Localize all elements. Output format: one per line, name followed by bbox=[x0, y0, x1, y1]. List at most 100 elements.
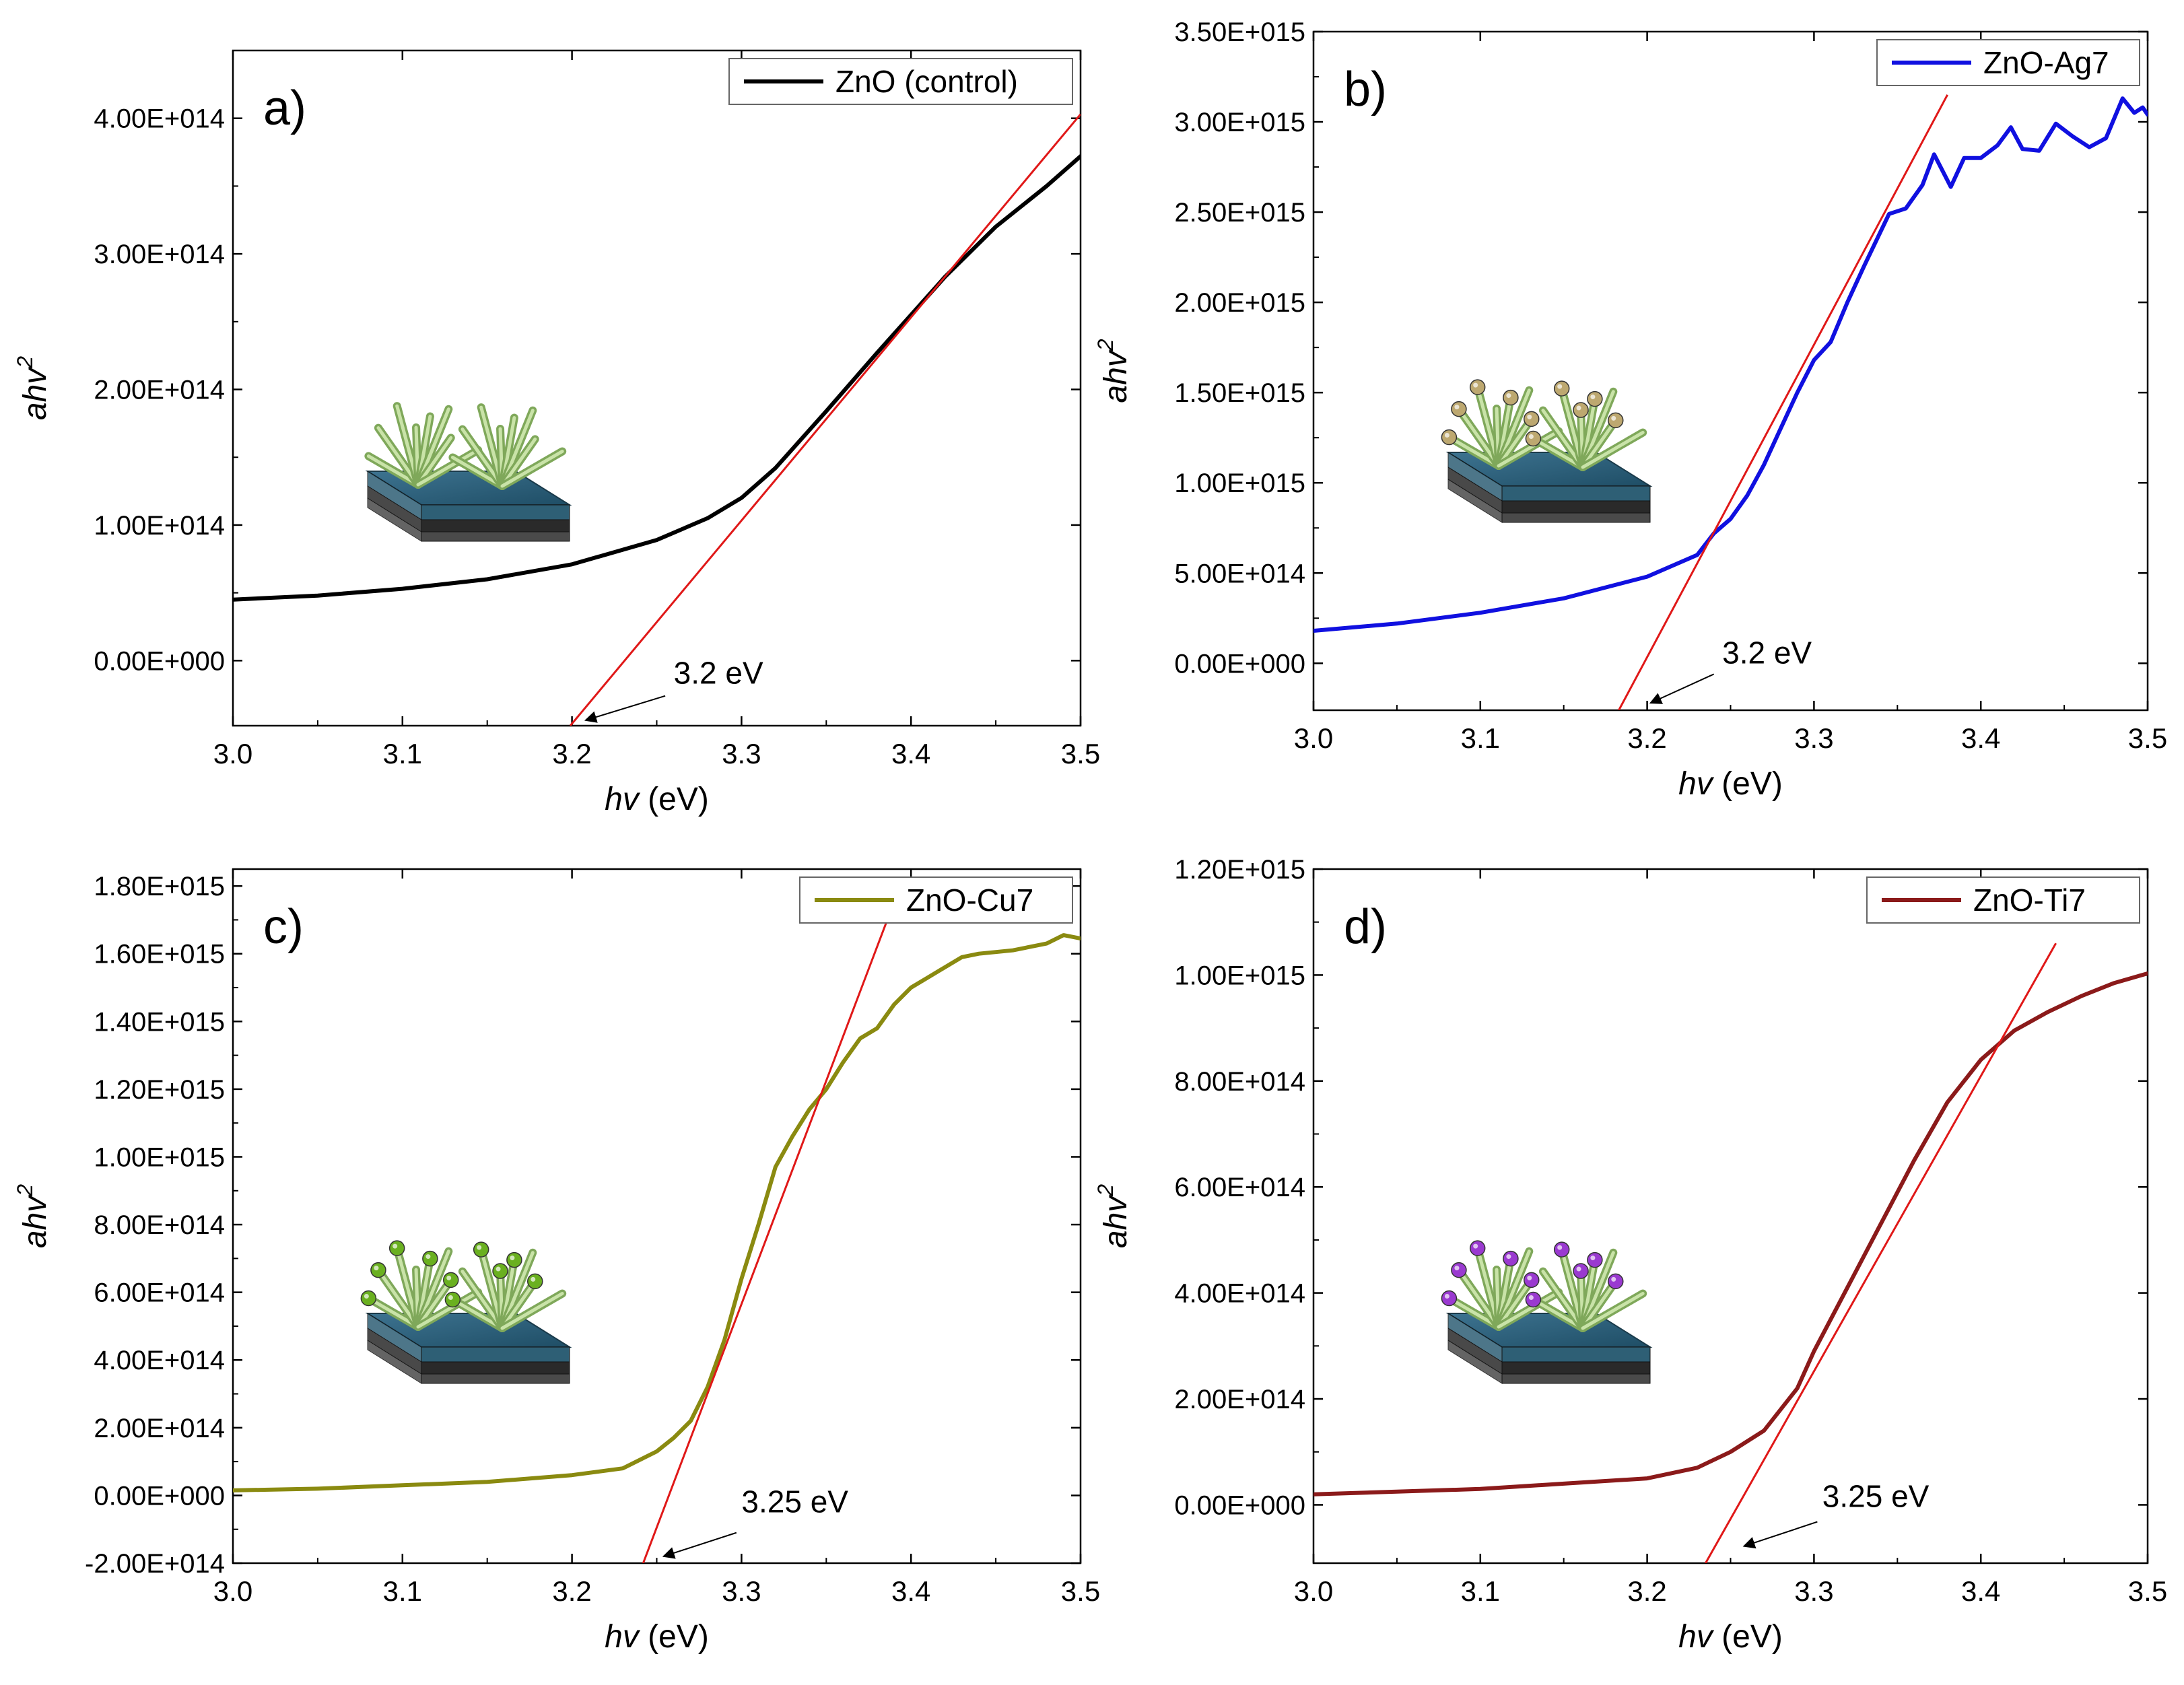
x-tick-label: 3.5 bbox=[1061, 1575, 1100, 1607]
linear-fit-line bbox=[1618, 94, 1948, 710]
nanoparticle bbox=[1451, 401, 1467, 417]
data-series-line bbox=[1313, 96, 2148, 633]
nanoparticle bbox=[1441, 429, 1458, 446]
substrate-layer-front bbox=[1501, 485, 1651, 502]
linear-fit-line bbox=[569, 113, 1081, 726]
nanostructure-inset-icon bbox=[364, 402, 572, 542]
nanoparticle bbox=[1587, 1251, 1603, 1268]
nanorod-highlight bbox=[1497, 1291, 1561, 1329]
substrate-layer-front bbox=[1501, 512, 1651, 523]
y-tick-label: 2.00E+015 bbox=[1174, 288, 1305, 318]
y-tick-label: 1.20E+015 bbox=[94, 1075, 225, 1105]
nanoparticle bbox=[1608, 412, 1624, 429]
y-tick-label: 2.50E+015 bbox=[1174, 198, 1305, 228]
x-tick-label: 3.2 bbox=[1627, 1575, 1666, 1607]
substrate-layer-front bbox=[1501, 1361, 1651, 1375]
x-tick-label: 3.4 bbox=[1961, 722, 2000, 754]
y-tick-label: 0.00E+000 bbox=[1174, 649, 1305, 679]
nanoparticle-shine bbox=[531, 1276, 536, 1282]
x-axis-label: hv (eV) bbox=[1678, 1619, 1783, 1655]
nanoparticle bbox=[1608, 1273, 1624, 1290]
y-tick-label: 0.00E+000 bbox=[94, 646, 225, 676]
plot-area bbox=[233, 113, 1081, 726]
y-tick-label: 6.00E+014 bbox=[94, 1278, 225, 1308]
linear-fit-line bbox=[642, 919, 889, 1563]
y-tick-label: 3.00E+014 bbox=[94, 240, 225, 269]
x-tick-label: 3.0 bbox=[1294, 1575, 1333, 1607]
nanostructure-inset-icon bbox=[1441, 379, 1653, 523]
x-tick-label: 3.3 bbox=[722, 738, 761, 769]
nanoparticle bbox=[1553, 380, 1570, 397]
nanoparticle bbox=[422, 1250, 438, 1267]
nanoparticle bbox=[1573, 1263, 1589, 1279]
nanorod-highlight bbox=[500, 450, 564, 488]
x-tick-label: 3.2 bbox=[1627, 722, 1666, 754]
y-axis-label: ahv2 bbox=[1093, 1184, 1134, 1248]
x-axis-label-unit: (eV) bbox=[1713, 766, 1783, 802]
bandgap-arrow bbox=[1649, 673, 1715, 704]
nanoparticle-shine bbox=[1590, 394, 1596, 400]
nanoparticle bbox=[1524, 411, 1540, 427]
nanoparticle bbox=[1525, 1291, 1542, 1308]
nanoparticle bbox=[1524, 1272, 1540, 1288]
nanoparticle-shine bbox=[1454, 405, 1460, 410]
y-axis-label: ahv2 bbox=[13, 1184, 53, 1248]
nanoparticle-shine bbox=[1506, 393, 1511, 399]
bandgap-annotation: 3.25 eV bbox=[1822, 1479, 1930, 1514]
nanoparticle bbox=[360, 1290, 377, 1307]
nanoparticle-shine bbox=[1528, 1295, 1534, 1300]
y-tick-label: 2.00E+014 bbox=[1174, 1385, 1305, 1414]
nanoparticle bbox=[1441, 1290, 1458, 1307]
y-axis-label-base: ahv bbox=[1098, 349, 1134, 403]
plot-area bbox=[1313, 942, 2148, 1563]
nanoparticle bbox=[1469, 1240, 1486, 1256]
nanoparticle-shine bbox=[1557, 1245, 1563, 1250]
y-tick-label: 1.60E+015 bbox=[94, 940, 225, 969]
x-tick-label: 3.2 bbox=[552, 738, 591, 769]
legend-label: ZnO-Ti7 bbox=[1973, 883, 2086, 918]
x-tick-label: 3.0 bbox=[213, 738, 252, 769]
x-tick-label: 3.1 bbox=[1461, 1575, 1500, 1607]
y-axis-label-base: ahv bbox=[18, 1194, 53, 1248]
x-tick-label: 3.0 bbox=[1294, 722, 1333, 754]
panel-label: a) bbox=[263, 81, 306, 135]
nanoparticle-shine bbox=[1473, 1243, 1478, 1249]
nanoparticle-shine bbox=[1444, 433, 1449, 438]
y-tick-label: 1.40E+015 bbox=[94, 1007, 225, 1037]
nanoparticle bbox=[443, 1272, 459, 1288]
y-axis-label-superscript: 2 bbox=[1093, 339, 1118, 351]
nanoparticle bbox=[506, 1251, 522, 1268]
substrate-layer-front bbox=[421, 1373, 570, 1384]
x-axis-label-unit: (eV) bbox=[1713, 1619, 1783, 1655]
legend-label: ZnO-Cu7 bbox=[906, 883, 1033, 918]
y-tick-label: 1.00E+015 bbox=[1174, 961, 1305, 990]
x-tick-label: 3.4 bbox=[891, 738, 930, 769]
legend: ZnO-Ag7 bbox=[1876, 39, 2140, 86]
nanoparticle-shine bbox=[364, 1294, 369, 1299]
x-axis-label: hv (eV) bbox=[605, 782, 709, 817]
x-axis-label-symbol: hv bbox=[605, 1619, 641, 1655]
x-axis-label-symbol: hv bbox=[1678, 1619, 1715, 1655]
nanoparticle-shine bbox=[1473, 382, 1478, 388]
plot-frame bbox=[232, 868, 1082, 1564]
substrate-layer-front bbox=[1501, 1373, 1651, 1384]
nanoparticle bbox=[1573, 402, 1589, 418]
nanorod-highlight bbox=[416, 448, 480, 487]
nanoparticle bbox=[1553, 1241, 1570, 1258]
x-axis-label: hv (eV) bbox=[605, 1619, 709, 1655]
y-tick-label: 5.00E+014 bbox=[1174, 559, 1305, 588]
substrate-layer-front bbox=[1501, 1346, 1651, 1363]
y-tick-label: 4.00E+014 bbox=[94, 1346, 225, 1375]
bandgap-annotation: 3.2 eV bbox=[1722, 635, 1812, 670]
substrate-layer-side bbox=[1447, 479, 1503, 523]
nanoparticle-shine bbox=[1557, 384, 1563, 389]
nanoparticle bbox=[444, 1291, 461, 1308]
nanoparticle-shine bbox=[496, 1266, 501, 1272]
nanoparticle bbox=[1469, 379, 1486, 395]
nanostructure-inset-icon bbox=[1441, 1240, 1653, 1384]
nanoparticle bbox=[473, 1241, 489, 1258]
panel-label: d) bbox=[1344, 900, 1387, 954]
plot-frame bbox=[1312, 868, 2149, 1564]
nanoparticle bbox=[492, 1263, 508, 1279]
